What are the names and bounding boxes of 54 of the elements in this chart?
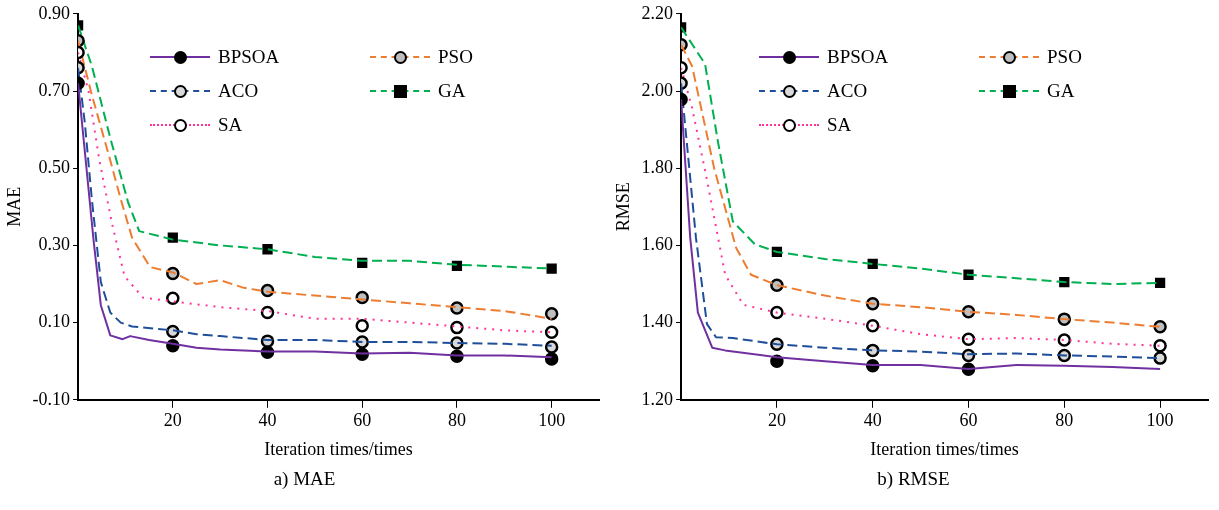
y-tick-label: 2.00 [641,79,674,100]
legend-label: ACO [218,80,259,102]
text: b) RMSE [876,468,951,490]
y-tick-label: 1.20 [641,388,674,409]
point [260,305,275,320]
point [450,320,464,335]
point [1153,351,1167,365]
y-axis-title: RMSE [612,182,633,232]
point [166,291,180,306]
x-axis-title: Iteration times/times [870,438,1019,459]
point [1057,333,1072,347]
point [867,258,878,270]
x-tick-label: 100 [1146,410,1174,431]
point [1153,320,1167,334]
x-tick-label: 60 [959,410,978,431]
x-tick-label: 20 [767,410,786,431]
legend-label: ACO [827,80,868,102]
text: a) MAE [272,468,337,490]
y-tick-label: 0.30 [38,234,71,255]
y-tick-label: 1.40 [641,311,674,332]
legend-label: GA [438,80,466,102]
legend-label: SA [218,114,243,136]
legend-label: BPSOA [827,46,889,68]
legend-label: GA [1047,80,1075,102]
x-tick-label: 80 [1055,410,1074,431]
legend-label: SA [827,114,852,136]
y-axis-title: MAE [3,186,24,227]
point [546,263,557,274]
x-axis-title: Iteration times/times [264,438,413,459]
point [544,325,559,339]
x-tick-label: 20 [163,410,182,431]
point [1154,277,1166,288]
x-tick-label: 100 [538,410,566,431]
y-tick-label: 1.60 [641,234,674,255]
legend-label: PSO [438,46,473,68]
point [770,305,784,320]
y-tick-label: 0.50 [38,156,71,177]
y-tick-label: 0.10 [38,311,71,332]
x-tick-label: 40 [258,410,277,431]
legend-label: BPSOA [218,46,280,68]
point [355,318,369,333]
y-tick-label: 0.70 [38,79,71,100]
point [961,332,976,346]
x-tick-label: 80 [447,410,466,431]
x-tick-label: 40 [863,410,882,431]
point [865,318,880,333]
y-tick-label: 0.90 [38,2,71,23]
y-tick-label: 1.80 [641,156,674,177]
point [1153,339,1167,353]
point [544,306,559,321]
legend-label: PSO [1047,46,1082,68]
y-tick-label: -0.10 [32,388,71,409]
x-tick-label: 60 [353,410,372,431]
y-tick-label: 2.20 [641,2,674,23]
